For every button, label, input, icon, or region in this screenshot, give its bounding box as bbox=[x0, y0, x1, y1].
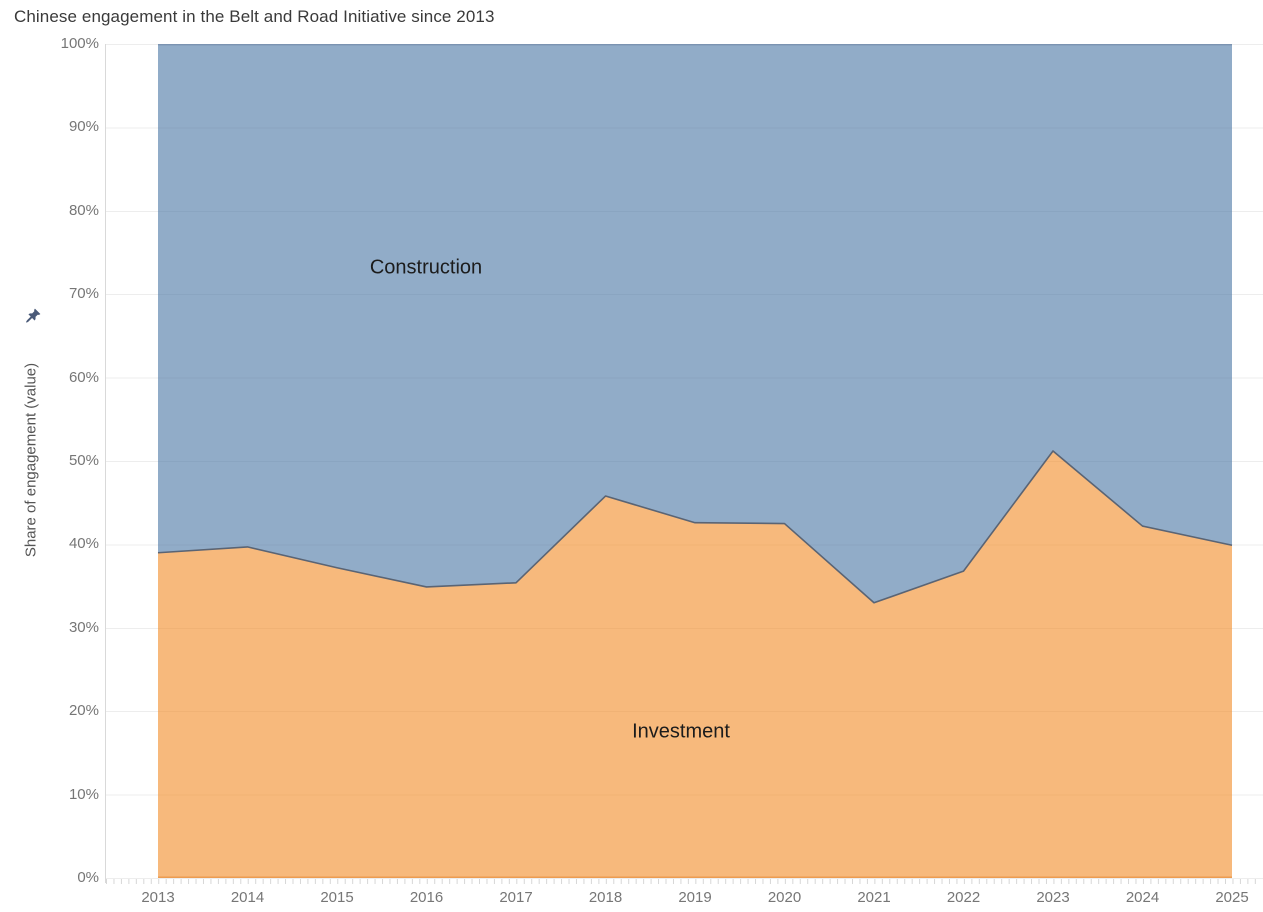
x-tick-label: 2024 bbox=[1125, 889, 1160, 906]
y-tick-label: 90% bbox=[68, 118, 99, 136]
y-tick-label: 40% bbox=[68, 535, 99, 553]
y-tick-label: 70% bbox=[68, 285, 99, 303]
pin-icon[interactable] bbox=[24, 308, 41, 325]
x-tick-label: 2014 bbox=[230, 889, 265, 906]
y-tick-label: 100% bbox=[60, 35, 99, 52]
y-tick-label: 20% bbox=[68, 702, 99, 720]
construction-area-label: Construction bbox=[369, 256, 483, 279]
x-tick-label: 2013 bbox=[141, 889, 175, 906]
x-tick-label: 2019 bbox=[678, 889, 712, 906]
y-tick-label: 50% bbox=[68, 452, 99, 469]
x-tick-label: 2025 bbox=[1215, 889, 1249, 906]
x-tick-label: 2018 bbox=[588, 889, 623, 906]
y-tick-label: 80% bbox=[68, 201, 99, 219]
x-tick-label: 2016 bbox=[409, 889, 444, 906]
x-tick-label: 2021 bbox=[857, 889, 891, 906]
y-tick-label: 10% bbox=[68, 785, 99, 803]
x-tick-label: 2022 bbox=[946, 889, 981, 906]
investment-area-label: Investment bbox=[632, 720, 730, 743]
chart-title: Chinese engagement in the Belt and Road … bbox=[14, 7, 495, 26]
construction-area[interactable] bbox=[158, 44, 1232, 603]
y-tick-label: 30% bbox=[68, 618, 99, 636]
investment-area[interactable] bbox=[158, 450, 1232, 878]
x-tick-label: 2020 bbox=[767, 889, 802, 906]
x-tick-label: 2015 bbox=[320, 889, 354, 906]
x-tick-label: 2023 bbox=[1036, 889, 1070, 906]
y-tick-label: 60% bbox=[68, 368, 99, 386]
series-boundary-line bbox=[157, 450, 1233, 604]
y-tick-label: 0% bbox=[77, 869, 99, 886]
x-tick-label: 2017 bbox=[499, 889, 533, 906]
